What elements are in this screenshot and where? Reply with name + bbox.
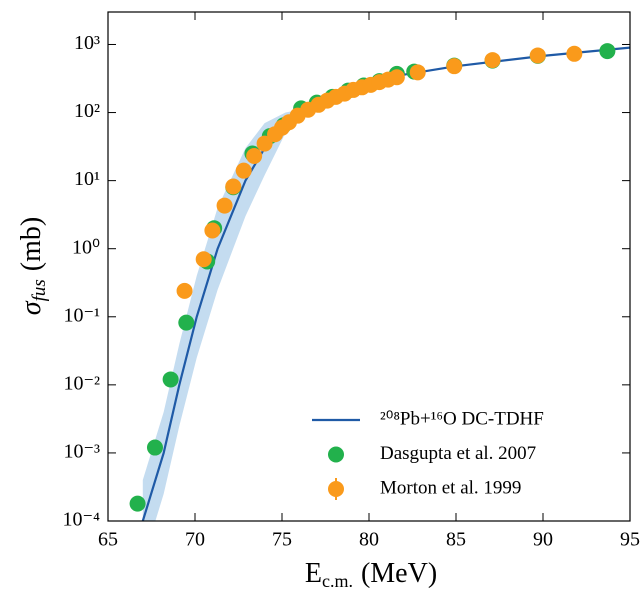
data-point [146,439,163,456]
x-label-unit: (MeV) [361,558,437,589]
plot-area [129,43,630,521]
data-point [599,43,616,60]
data-point [225,178,242,195]
x-tick-label: 90 [533,529,553,551]
y-tick-label: 10⁻² [63,372,100,394]
data-point [178,314,195,331]
data-point [195,251,212,268]
x-tick-label: 75 [272,529,292,551]
x-tick-label: 80 [359,529,379,551]
legend-label: Dasgupta et al. 2007 [380,443,536,464]
data-point [204,222,221,239]
y-tick-label: 10³ [74,32,100,54]
data-point [235,162,252,179]
y-axis-label: σfus (mb) [16,217,50,315]
x-label-symbol: E [305,558,322,589]
x-axis-label: Ec.m. (MeV) [305,558,437,591]
legend-marker [328,481,344,497]
y-tick-label: 10⁻³ [63,441,100,463]
x-tick-label: 70 [185,529,205,551]
y-label-symbol: σ [16,300,47,315]
data-point [388,69,405,86]
y-tick-label: 10⁻¹ [63,304,100,326]
data-point [446,58,463,75]
data-point [484,52,501,69]
y-tick-label: 10¹ [74,168,100,190]
x-tick-label: 95 [620,529,640,551]
y-label-subscript: fus [29,279,50,301]
y-label-unit: (mb) [16,217,47,271]
data-point [162,371,179,388]
x-tick-label: 65 [98,529,118,551]
x-tick-label: 85 [446,529,466,551]
legend-label: Morton et al. 1999 [380,477,521,498]
data-point [129,495,146,512]
data-point [566,45,583,62]
uncertainty-band [142,47,630,521]
data-point [216,197,233,214]
legend: ²⁰⁸Pb+¹⁶O DC-TDHF Dasgupta et al. 2007 Mor… [312,408,544,500]
y-tick-label: 10² [74,100,100,122]
legend-label: ²⁰⁸Pb+¹⁶O DC-TDHF [380,408,544,429]
y-tick-label: 10⁰ [72,236,100,258]
data-point [176,282,193,299]
x-label-subscript: c.m. [322,571,353,591]
y-tick-label: 10⁻⁴ [62,509,100,531]
data-point [246,148,263,165]
legend-marker [328,446,344,463]
data-point [409,64,426,81]
data-point [529,47,546,64]
data-point [256,135,273,152]
